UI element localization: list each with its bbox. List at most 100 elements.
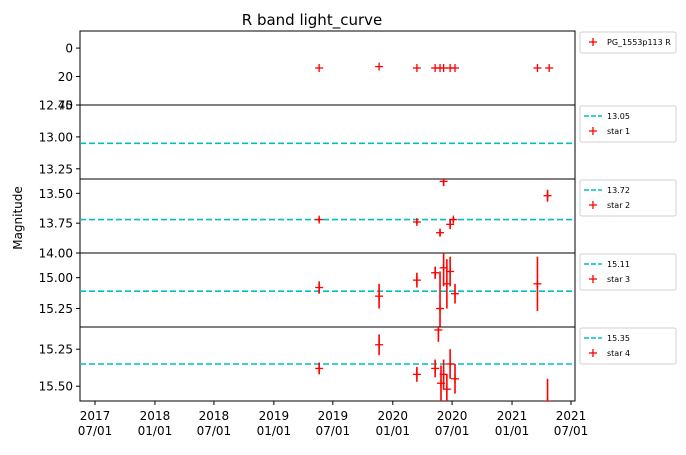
plot-area	[80, 253, 686, 333]
data-point	[647, 63, 655, 71]
y-tick-label: 13.00	[39, 130, 73, 144]
data-point	[434, 327, 443, 342]
data-point	[442, 374, 451, 401]
y-tick-label: 13.75	[39, 217, 73, 231]
x-tick-label-year: 2019	[259, 409, 290, 423]
data-point	[431, 266, 440, 279]
legend-label: 13.05	[607, 112, 630, 121]
data-point	[674, 64, 682, 72]
data-point	[436, 228, 445, 237]
panel-star-1: 12.75 13.00 13.25 13.05 star 1	[39, 99, 677, 180]
y-tick-label: 15.25	[39, 343, 73, 357]
data-point	[676, 216, 684, 224]
y-tick-label: 15.00	[39, 271, 73, 285]
data-point	[681, 216, 686, 224]
data-point	[545, 64, 554, 72]
data-point	[315, 64, 324, 72]
x-tick-label-year: 2017	[80, 409, 111, 423]
data-point	[676, 339, 684, 375]
x-tick-label-year: 2018	[199, 409, 230, 423]
legend: 15.11 star 3	[579, 253, 677, 291]
y-tick-label: 13.25	[39, 162, 73, 176]
data-point	[42, 64, 50, 72]
data-point	[375, 334, 384, 356]
x-tick-label-year: 2019	[318, 409, 349, 423]
x-tick-label-date: 07/01	[78, 424, 113, 438]
data-point	[678, 217, 686, 225]
data-point	[412, 366, 421, 382]
data-point	[449, 215, 458, 224]
data-point	[533, 256, 542, 311]
x-tick-label-year: 2018	[140, 409, 171, 423]
data-point	[678, 272, 686, 321]
chart-title: R band light_curve	[242, 11, 382, 30]
x-tick-label-year: 2020	[378, 409, 409, 423]
data-point	[679, 64, 686, 72]
legend: PG_1553p113 R	[579, 31, 677, 54]
data-point	[543, 378, 552, 401]
legend-box	[579, 327, 677, 365]
legend-box	[579, 31, 677, 54]
data-point	[451, 364, 460, 394]
x-tick-label-date: 07/01	[197, 424, 232, 438]
legend-label: PG_1553p113 R	[607, 38, 671, 47]
x-axis: 201707/01201801/01201807/01201901/012019…	[78, 401, 588, 438]
plot-area	[80, 179, 686, 237]
legend-box	[579, 253, 677, 291]
panel-star-2: 13.50 13.75 14.00 13.72 star 2	[39, 178, 686, 261]
data-point	[681, 349, 686, 379]
legend: 15.35 star 4	[579, 327, 677, 365]
panel-target: 0 20 40 PG_1553p113 R	[42, 27, 686, 113]
y-tick-label: 13.50	[39, 187, 73, 201]
x-tick-label-date: 01/01	[138, 424, 173, 438]
data-point	[682, 64, 686, 72]
data-point	[681, 272, 686, 309]
y-tick-label: 15.50	[39, 380, 73, 394]
y-tick-label: 40	[58, 99, 73, 113]
data-point	[446, 219, 455, 230]
data-point	[315, 281, 324, 294]
legend: 13.72 star 2	[579, 179, 677, 217]
legend-label: star 1	[607, 127, 630, 136]
data-point	[672, 63, 680, 71]
y-tick-label: 15.25	[39, 302, 73, 316]
legend-box	[579, 105, 677, 143]
data-point	[315, 362, 324, 375]
data-point	[439, 179, 448, 187]
y-tick-label: 14.00	[39, 247, 73, 261]
y-axis-label: Magnitude	[11, 186, 25, 250]
panel-star-3: 15.00 15.25 15.11 star 3	[39, 252, 686, 333]
x-tick-label-date: 01/01	[495, 424, 530, 438]
panel-frame	[79, 178, 576, 254]
data-point	[676, 64, 684, 72]
data-point	[375, 283, 384, 309]
panel-frame	[79, 104, 576, 180]
panel-star-4: 15.25 15.50 15.35 star 4	[39, 326, 686, 402]
data-point	[676, 284, 684, 333]
x-tick-label-date: 01/01	[375, 424, 410, 438]
data-point	[446, 349, 455, 379]
plot-area	[42, 27, 686, 107]
data-point	[315, 215, 324, 224]
legend-box	[579, 179, 677, 217]
data-point	[543, 189, 552, 202]
data-point	[681, 63, 686, 71]
data-point	[451, 64, 460, 72]
legend-label: 15.11	[607, 260, 630, 269]
data-point	[677, 27, 685, 107]
panel-frame	[79, 30, 576, 106]
x-tick-label-year: 2021	[497, 409, 528, 423]
x-tick-label-date: 07/01	[435, 424, 470, 438]
data-point	[533, 64, 542, 72]
data-point	[412, 217, 421, 226]
panel-frame	[79, 252, 576, 328]
legend-label: 15.35	[607, 334, 630, 343]
y-tick-label: 12.75	[39, 99, 73, 113]
data-point	[412, 272, 421, 288]
plot-area	[80, 327, 686, 401]
legend: 13.05 star 1	[579, 105, 677, 143]
x-tick-label-year: 2021	[556, 409, 587, 423]
legend-label: 13.72	[607, 186, 630, 195]
data-point	[431, 359, 440, 378]
data-point	[612, 63, 620, 71]
